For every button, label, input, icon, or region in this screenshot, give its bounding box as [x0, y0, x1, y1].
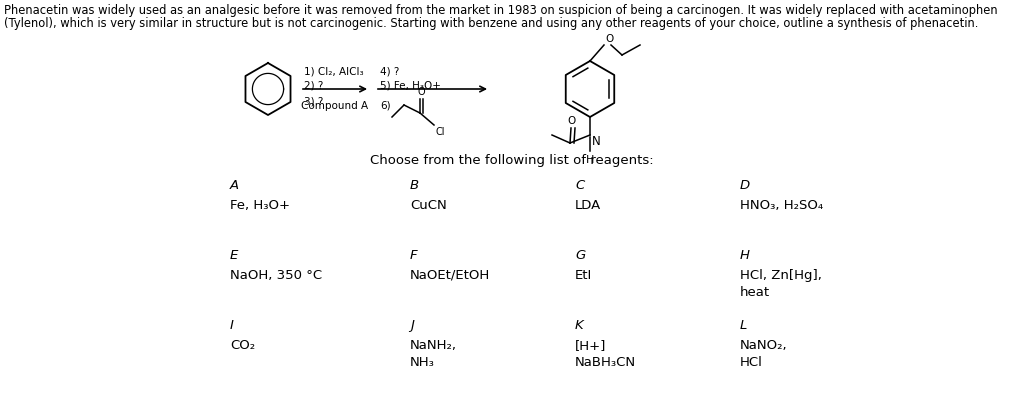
Text: 4) ?: 4) ?: [380, 67, 399, 77]
Text: 5) Fe, H₃O+: 5) Fe, H₃O+: [380, 81, 441, 91]
Text: N: N: [592, 135, 601, 148]
Text: 1) Cl₂, AlCl₃: 1) Cl₂, AlCl₃: [304, 67, 364, 77]
Text: K: K: [575, 319, 584, 332]
Text: Compound A: Compound A: [301, 101, 369, 111]
Text: A: A: [230, 179, 240, 192]
Text: E: E: [230, 249, 239, 262]
Text: O: O: [417, 87, 425, 97]
Text: 6): 6): [380, 101, 390, 111]
Text: C: C: [575, 179, 585, 192]
Text: B: B: [410, 179, 419, 192]
Text: HNO₃, H₂SO₄: HNO₃, H₂SO₄: [740, 199, 823, 212]
Text: D: D: [740, 179, 751, 192]
Text: G: G: [575, 249, 586, 262]
Text: O: O: [605, 34, 613, 44]
Text: NaNO₂,
HCl: NaNO₂, HCl: [740, 339, 787, 369]
Text: CO₂: CO₂: [230, 339, 255, 352]
Text: F: F: [410, 249, 418, 262]
Text: (Tylenol), which is very similar in structure but is not carcinogenic. Starting : (Tylenol), which is very similar in stru…: [4, 17, 978, 30]
Text: Cl: Cl: [435, 127, 444, 137]
Text: O: O: [568, 116, 577, 126]
Text: [H+]
NaBH₃CN: [H+] NaBH₃CN: [575, 339, 636, 369]
Text: NaOH, 350 °C: NaOH, 350 °C: [230, 269, 323, 282]
Text: EtI: EtI: [575, 269, 592, 282]
Text: 2) ?: 2) ?: [304, 81, 324, 91]
Text: LDA: LDA: [575, 199, 601, 212]
Text: HCl, Zn[Hg],
heat: HCl, Zn[Hg], heat: [740, 269, 822, 299]
Text: I: I: [230, 319, 233, 332]
Text: H: H: [740, 249, 750, 262]
Text: CuCN: CuCN: [410, 199, 446, 212]
Text: Phenacetin was widely used as an analgesic before it was removed from the market: Phenacetin was widely used as an analges…: [4, 4, 997, 17]
Text: 3) ?: 3) ?: [304, 97, 324, 107]
Text: H: H: [586, 155, 594, 165]
Text: L: L: [740, 319, 748, 332]
Text: Fe, H₃O+: Fe, H₃O+: [230, 199, 290, 212]
Text: NaNH₂,
NH₃: NaNH₂, NH₃: [410, 339, 457, 369]
Text: J: J: [410, 319, 414, 332]
Text: Choose from the following list of reagents:: Choose from the following list of reagen…: [371, 154, 653, 167]
Text: NaOEt/EtOH: NaOEt/EtOH: [410, 269, 490, 282]
